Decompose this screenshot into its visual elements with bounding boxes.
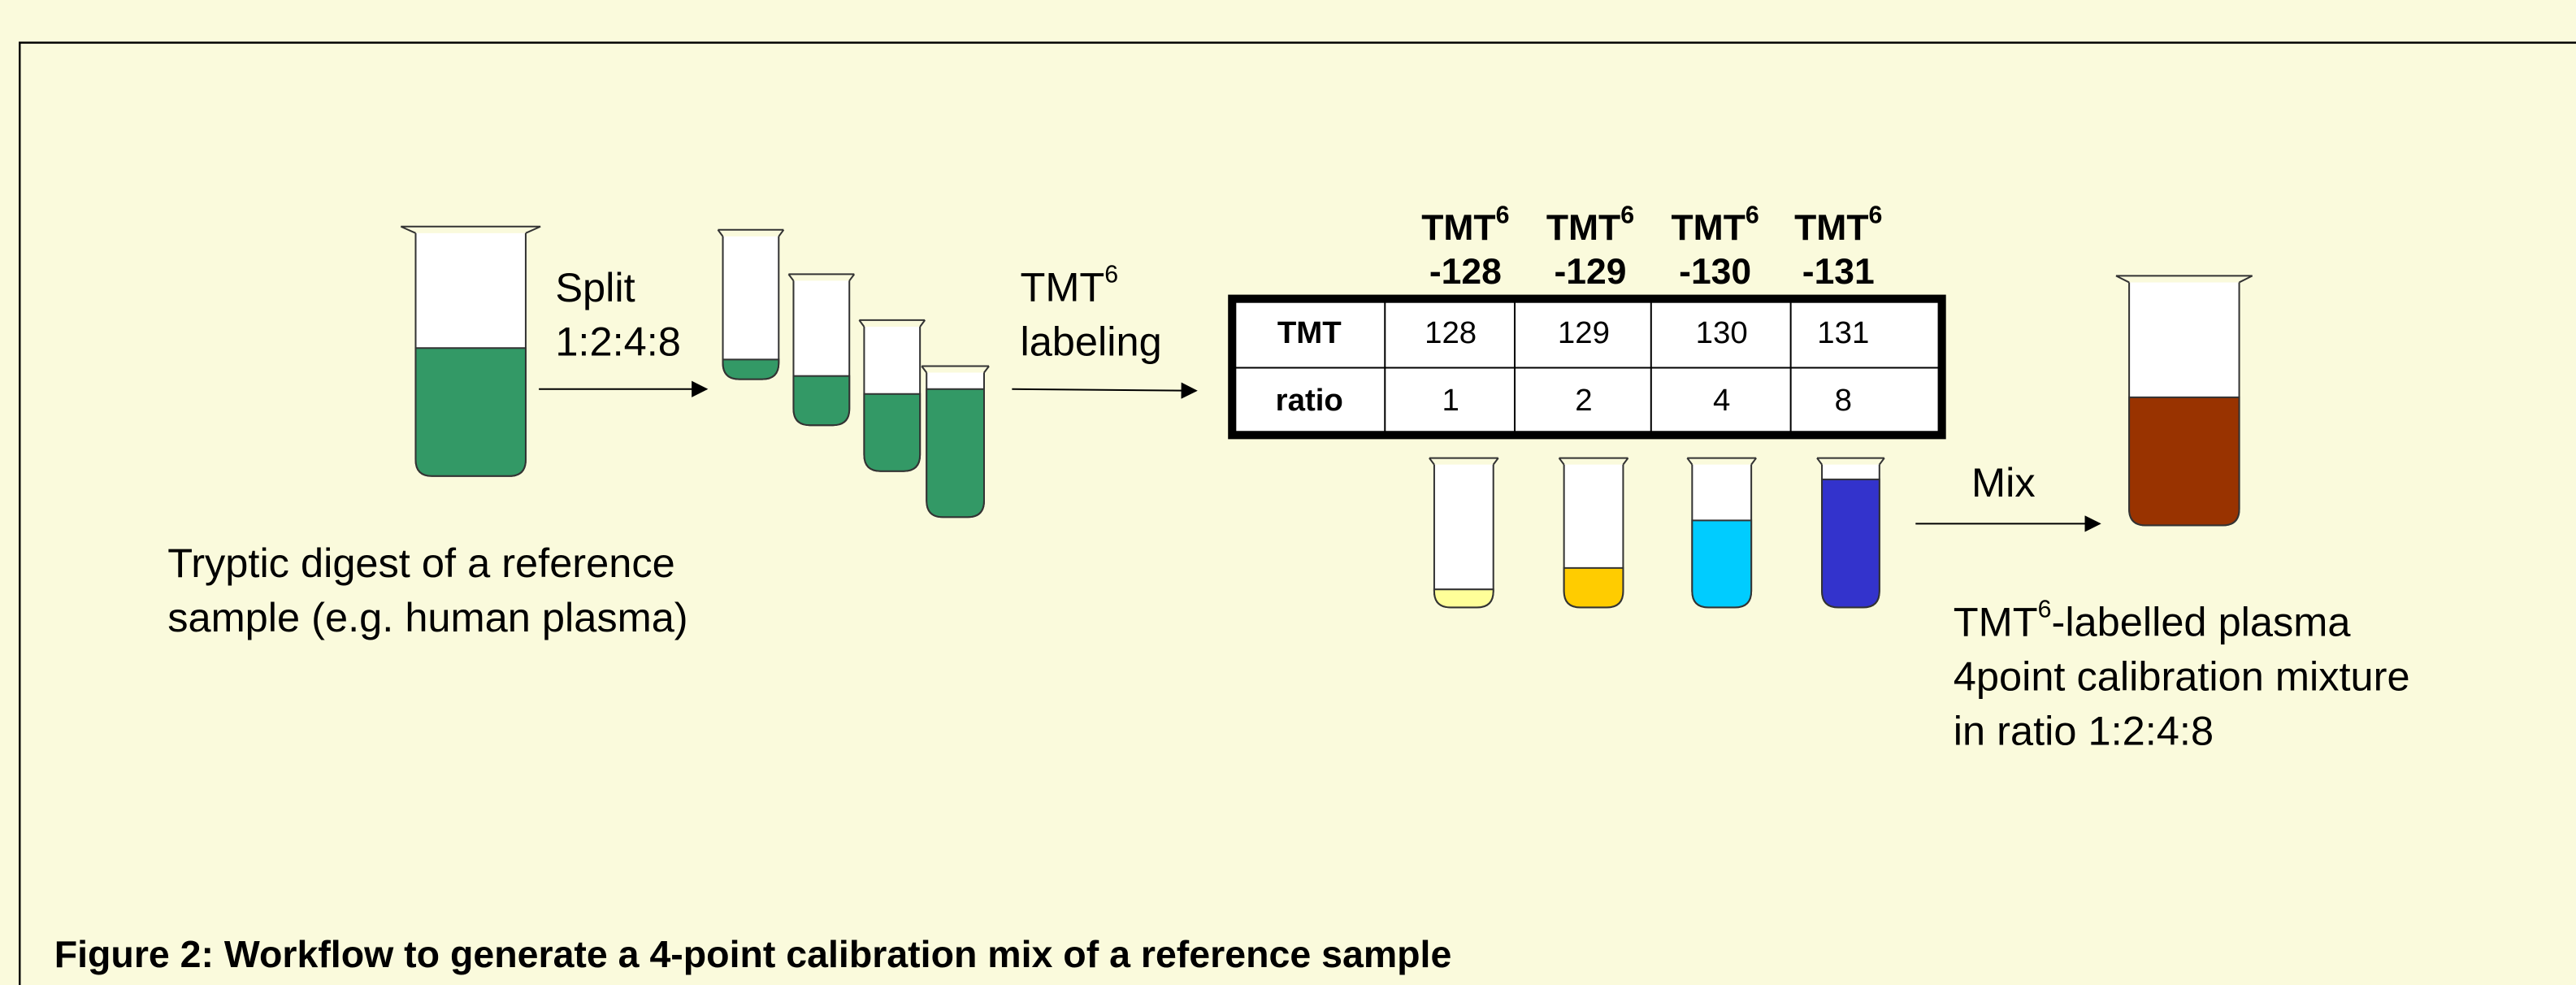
output-rest: -labelled plasma [2051, 599, 2351, 645]
header-base: TMT [1794, 208, 1868, 248]
vessel-body [723, 236, 779, 380]
mix-label: Mix [1971, 459, 2036, 506]
table-cell: 8 [1835, 383, 1852, 418]
split-label: 1:2:4:8 [555, 319, 681, 365]
diagram: Split 1:2:4:8 TMT6 labeling Tryptic dige… [0, 0, 2576, 985]
page: {"workflow": { "input_label": ["Tryptic … [0, 0, 2576, 985]
table-cell: 2 [1575, 383, 1592, 418]
liquid [2129, 397, 2239, 526]
header-base: TMT [1421, 208, 1495, 248]
labeling-label: TMT6 [1020, 261, 1118, 310]
table-cell: TMT [1277, 315, 1342, 350]
header-base: TMT [1672, 208, 1746, 248]
channel-header: -128 [1429, 252, 1502, 292]
header-sup: 6 [1496, 202, 1510, 229]
header-sup: 6 [1869, 202, 1883, 229]
input-label: Tryptic digest of a reference [167, 540, 675, 586]
caption: Figure 2: Workflow to generate a 4-point… [54, 933, 1452, 975]
input-label: sample (e.g. human plasma) [167, 594, 687, 640]
liquid [1822, 479, 1880, 608]
table-cell: 128 [1425, 315, 1477, 350]
table-cell: 131 [1817, 315, 1869, 350]
output-label: TMT6-labelled plasma [1954, 596, 2352, 645]
table-cell: 129 [1558, 315, 1610, 350]
liquid [723, 359, 779, 379]
channel-header: -129 [1554, 252, 1626, 292]
labeling-base: TMT [1020, 264, 1104, 310]
liquid [1434, 589, 1494, 607]
table-cell: 130 [1696, 315, 1748, 350]
table-cell: 1 [1442, 383, 1459, 418]
split-label: Split [555, 264, 635, 310]
liquid [864, 394, 920, 471]
header-base: TMT [1546, 208, 1620, 248]
table-cell: ratio [1276, 383, 1343, 418]
output-base: TMT [1954, 599, 2038, 645]
channel-header: -130 [1679, 252, 1751, 292]
liquid [415, 348, 525, 476]
output-label: 4point calibration mixture [1954, 653, 2410, 700]
output-sup: 6 [2038, 596, 2052, 623]
channel-header: -131 [1802, 252, 1875, 292]
header-sup: 6 [1746, 202, 1759, 229]
header-sup: 6 [1620, 202, 1634, 229]
liquid [1692, 520, 1751, 607]
labeling-label: labeling [1020, 319, 1161, 365]
liquid [793, 376, 849, 426]
liquid [1564, 568, 1624, 607]
output-label: in ratio 1:2:4:8 [1954, 707, 2214, 753]
vessel-body [1434, 465, 1494, 608]
labeling-sup: 6 [1104, 261, 1118, 288]
liquid [926, 389, 984, 518]
table-cell: 4 [1713, 383, 1730, 418]
